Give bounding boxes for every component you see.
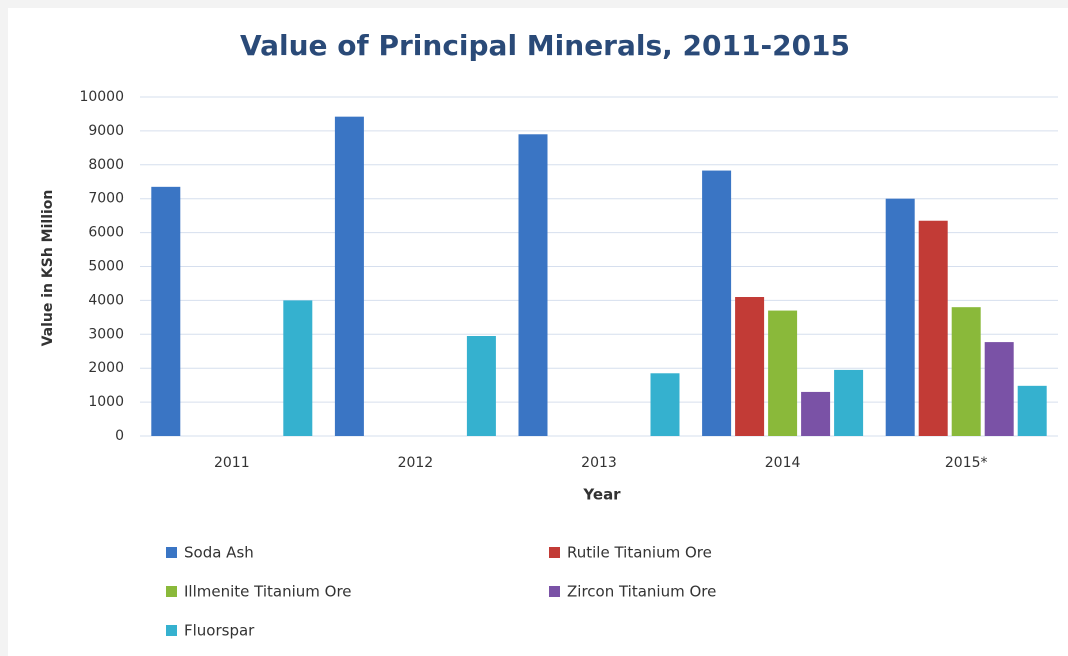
bar	[885, 198, 915, 436]
y-tick-label: 1000	[88, 394, 124, 410]
x-tick-label: 2014	[765, 455, 801, 471]
y-tick-label: 3000	[88, 326, 124, 342]
legend-swatch	[549, 586, 560, 597]
y-tick-label: 10000	[79, 89, 124, 105]
bar	[1017, 385, 1047, 436]
x-tick-label: 2015*	[945, 455, 988, 471]
bar	[951, 307, 981, 436]
bar	[702, 170, 732, 437]
bar	[984, 342, 1014, 436]
y-tick-label: 8000	[88, 157, 124, 173]
legend-swatch	[166, 625, 177, 636]
legend-swatch	[166, 586, 177, 597]
chart-title: Value of Principal Minerals, 2011-2015	[240, 29, 850, 62]
legend-swatch	[166, 547, 177, 558]
bar	[801, 391, 831, 436]
x-tick-label: 2011	[214, 455, 250, 471]
x-tick-label: 2012	[398, 455, 434, 471]
bar	[768, 310, 798, 436]
y-axis-label: Value in KSh Million	[40, 190, 56, 347]
y-tick-label: 7000	[88, 191, 124, 207]
y-tick-label: 0	[115, 428, 124, 444]
legend-label: Zircon Titanium Ore	[567, 583, 716, 601]
bar	[518, 134, 548, 437]
y-tick-label: 2000	[88, 360, 124, 376]
y-tick-label: 5000	[88, 259, 124, 275]
legend-swatch	[549, 547, 560, 558]
bar	[151, 186, 181, 436]
legend-label: Soda Ash	[184, 544, 254, 562]
bar	[834, 369, 864, 436]
bar	[334, 116, 364, 437]
y-tick-label: 6000	[88, 225, 124, 241]
bar	[918, 220, 948, 436]
bar	[466, 335, 496, 436]
bar	[650, 373, 680, 436]
bar	[283, 300, 313, 436]
x-tick-label: 2013	[581, 455, 617, 471]
bar	[735, 297, 765, 436]
legend-label: Rutile Titanium Ore	[567, 544, 712, 562]
legend-label: Illmenite Titanium Ore	[184, 583, 352, 601]
y-tick-label: 9000	[88, 123, 124, 139]
legend-label: Fluorspar	[184, 622, 255, 640]
y-tick-label: 4000	[88, 292, 124, 308]
x-axis-label: Year	[582, 486, 621, 504]
